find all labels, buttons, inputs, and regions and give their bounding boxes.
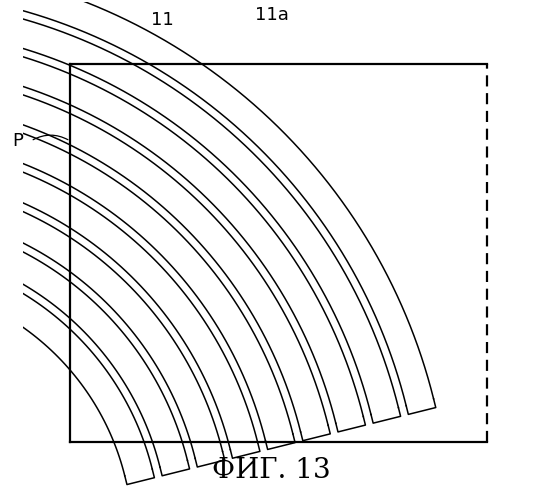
Text: ФИГ. 13: ФИГ. 13	[212, 456, 331, 483]
Text: P: P	[12, 132, 23, 150]
Text: 11a: 11a	[255, 6, 288, 25]
Text: 11: 11	[151, 12, 174, 30]
